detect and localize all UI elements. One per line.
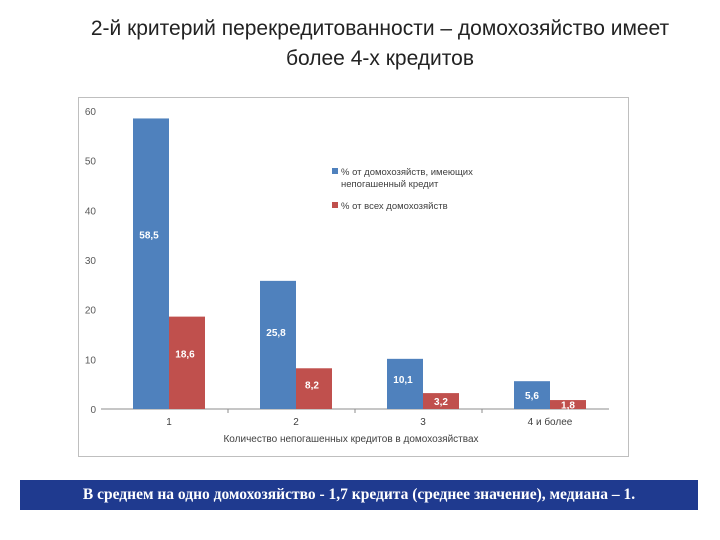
legend-label: % от домохозяйств, имеющих bbox=[341, 167, 473, 178]
bar-households-with-credit bbox=[387, 358, 423, 409]
legend-swatch bbox=[332, 202, 338, 208]
bar-chart: 0 10 20 30 40 50 60 58,5 18,6 1 25,8 8,2 2 10,1 3,2 3 5,… bbox=[78, 97, 629, 457]
data-label: 5,6 bbox=[525, 391, 539, 402]
title-line-2: более 4-х кредитов bbox=[286, 47, 474, 70]
data-label: 1,8 bbox=[561, 401, 575, 412]
bar-all-households bbox=[296, 368, 332, 409]
x-axis-title: Количество непогашенных кредитов в домох… bbox=[223, 434, 478, 445]
data-label: 25,8 bbox=[266, 328, 286, 339]
bar-chart-svg: 0 10 20 30 40 50 60 58,5 18,6 1 25,8 8,2 2 10,1 3,2 3 5,… bbox=[85, 107, 609, 445]
summary-banner: В среднем на одно домохозяйство - 1,7 кр… bbox=[20, 480, 698, 510]
data-label: 58,5 bbox=[139, 231, 159, 242]
y-tick-label: 50 bbox=[85, 157, 97, 168]
data-label: 10,1 bbox=[393, 375, 413, 386]
y-tick-label: 10 bbox=[85, 355, 97, 366]
legend-label: непогашенный кредит bbox=[341, 179, 439, 190]
y-tick-label: 0 bbox=[90, 405, 96, 416]
data-label: 8,2 bbox=[305, 381, 319, 392]
x-tick-label: 4 и более bbox=[528, 416, 573, 428]
bar-all-households bbox=[550, 400, 586, 409]
x-tick-label: 3 bbox=[420, 417, 426, 428]
legend-label: % от всех домохозяйств bbox=[341, 201, 448, 212]
bar-households-with-credit bbox=[514, 381, 550, 409]
x-tick-label: 1 bbox=[166, 417, 172, 428]
slide-title: 2-й критерий перекредитованности – домох… bbox=[40, 14, 720, 74]
y-tick-label: 40 bbox=[85, 206, 97, 217]
bar-all-households bbox=[169, 316, 205, 409]
y-tick-label: 60 bbox=[85, 107, 97, 118]
data-label: 3,2 bbox=[434, 397, 448, 408]
title-line-1: 2-й критерий перекредитованности – домох… bbox=[90, 17, 670, 40]
bar-all-households bbox=[423, 393, 459, 409]
bar-households-with-credit bbox=[133, 118, 169, 409]
bar-households-with-credit bbox=[260, 280, 296, 409]
summary-text: В среднем на одно домохозяйство - 1,7 кр… bbox=[82, 486, 636, 503]
data-label: 18,6 bbox=[175, 350, 195, 361]
legend-swatch bbox=[332, 168, 338, 174]
y-tick-label: 30 bbox=[85, 256, 97, 267]
x-tick-label: 2 bbox=[293, 417, 299, 428]
y-tick-label: 20 bbox=[85, 306, 97, 317]
